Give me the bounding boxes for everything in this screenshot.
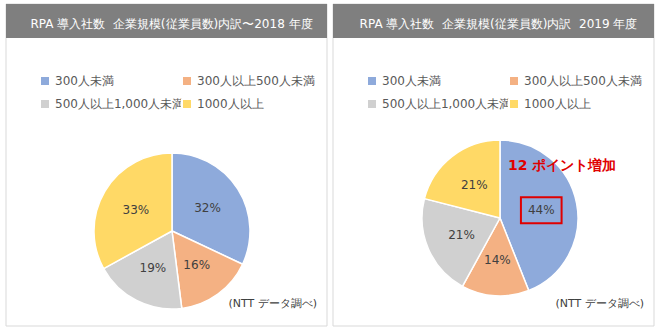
svg-text:19%: 19% xyxy=(140,261,167,275)
svg-text:300人未満: 300人未満 xyxy=(55,74,114,88)
svg-text:44%: 44% xyxy=(528,203,555,217)
svg-text:500人以上1,000人未満: 500人以上1,000人未満 xyxy=(382,97,511,111)
svg-text:32%: 32% xyxy=(194,201,221,215)
svg-text:300人未満: 300人未満 xyxy=(382,74,441,88)
svg-text:21%: 21% xyxy=(461,178,488,192)
svg-text:(NTT データ調べ): (NTT データ調べ) xyxy=(228,297,317,310)
svg-text:(NTT データ調べ): (NTT データ調べ) xyxy=(555,297,644,310)
svg-text:1000人以上: 1000人以上 xyxy=(524,97,591,111)
svg-text:1000人以上: 1000人以上 xyxy=(197,97,264,111)
svg-text:14%: 14% xyxy=(484,253,511,267)
svg-text:500人以上1,000人未満: 500人以上1,000人未満 xyxy=(55,97,184,111)
svg-text:RPA 導入社数 企業規模(従業員数)内訳 2019 年: RPA 導入社数 企業規模(従業員数)内訳 2019 年度 xyxy=(360,17,638,31)
svg-text:21%: 21% xyxy=(448,228,475,242)
svg-text:16%: 16% xyxy=(183,258,210,272)
svg-text:RPA 導入社数 企業規模(従業員数)内訳〜2018 年度: RPA 導入社数 企業規模(従業員数)内訳〜2018 年度 xyxy=(30,17,312,31)
svg-text:300人以上500人未満: 300人以上500人未満 xyxy=(197,74,315,88)
svg-text:33%: 33% xyxy=(123,203,150,217)
svg-text:300人以上500人未満: 300人以上500人未満 xyxy=(524,74,642,88)
svg-text:12 ポイント増加: 12 ポイント増加 xyxy=(508,157,616,173)
